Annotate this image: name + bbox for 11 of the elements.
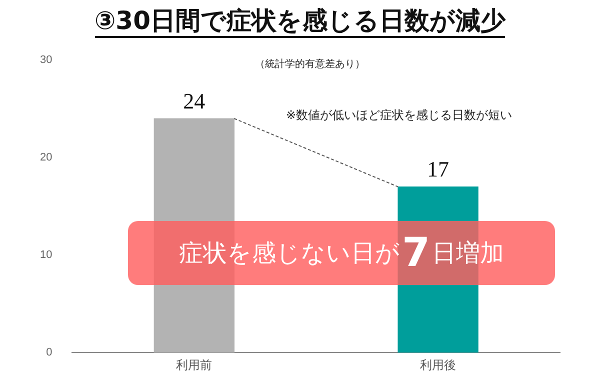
data-label: 17 (427, 156, 450, 182)
x-tick-label: 利用前 (176, 358, 212, 372)
y-tick-label: 20 (40, 152, 52, 164)
chart-title: ③30日間で症状を感じる日数が減少 (94, 6, 506, 38)
x-tick-label: 利用後 (420, 358, 456, 372)
y-tick-label: 10 (40, 249, 52, 262)
chart-subtitle: （統計学的有意差あり） (254, 58, 366, 71)
y-tick-label: 0 (46, 346, 52, 359)
annotation: ※数値が低いほど症状を感じる日数が短い (286, 107, 512, 124)
y-tick-label: 30 (40, 54, 52, 66)
data-label: 24 (183, 88, 206, 114)
